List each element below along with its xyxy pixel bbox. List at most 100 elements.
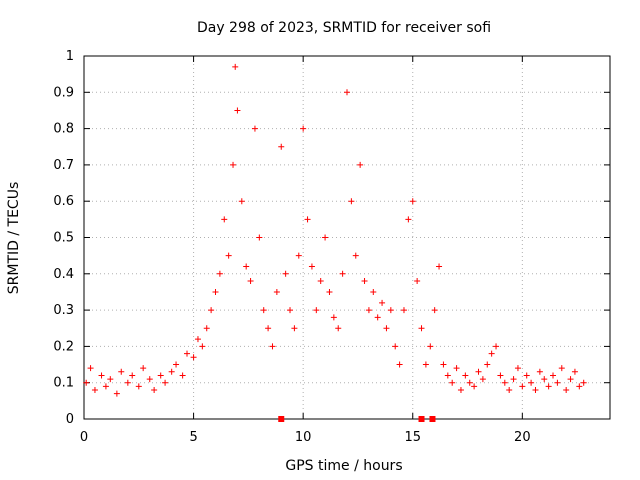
data-point [532, 386, 539, 393]
data-point [387, 307, 394, 314]
data-point [528, 379, 535, 386]
data-point [427, 343, 434, 350]
data-point [221, 216, 228, 223]
x-tick-label: 15 [404, 430, 421, 445]
data-point [414, 278, 421, 285]
data-point [457, 386, 464, 393]
y-tick-label: 0.7 [53, 158, 74, 173]
data-point [466, 379, 473, 386]
data-point [431, 307, 438, 314]
gap-marker [278, 416, 285, 422]
data-point [383, 325, 390, 332]
data-point [300, 125, 307, 132]
data-point [184, 350, 191, 357]
data-point [550, 372, 557, 379]
data-point [151, 386, 158, 393]
x-tick-label: 10 [295, 430, 312, 445]
data-point [554, 379, 561, 386]
gap-markers [278, 416, 436, 422]
data-point [179, 372, 186, 379]
data-point [370, 288, 377, 295]
data-point [118, 368, 125, 375]
data-point [225, 252, 232, 259]
chart-title: Day 298 of 2023, SRMTID for receiver sof… [197, 20, 491, 36]
data-point [339, 270, 346, 277]
data-point [157, 372, 164, 379]
y-axis-label: SRMTID / TECUs [6, 182, 22, 295]
data-point [162, 379, 169, 386]
data-point [98, 372, 105, 379]
x-tick-label: 5 [189, 430, 197, 445]
data-point [269, 343, 276, 350]
data-point [260, 307, 267, 314]
plot-frame [83, 55, 611, 420]
data-point [545, 383, 552, 390]
data-point [506, 386, 513, 393]
data-point [514, 365, 521, 372]
data-point [91, 386, 98, 393]
data-point [256, 234, 263, 241]
data-point [348, 198, 355, 205]
data-point [135, 383, 142, 390]
data-point [322, 234, 329, 241]
data-point [392, 343, 399, 350]
axis-ticks: 00.10.20.30.40.50.60.70.80.910 5 10 15 20 [53, 49, 610, 445]
y-tick-label: 1 [66, 49, 74, 64]
x-tick-label: 0 [80, 430, 88, 445]
data-point [251, 125, 258, 132]
data-point [212, 288, 219, 295]
data-point [541, 376, 548, 383]
data-point [87, 365, 94, 372]
data-point [510, 376, 517, 383]
y-tick-label: 0.2 [53, 339, 74, 354]
data-point [83, 379, 90, 386]
data-point [308, 263, 315, 270]
data-point [519, 383, 526, 390]
y-tick-label: 0.9 [53, 85, 74, 100]
data-point [352, 252, 359, 259]
data-point [234, 107, 241, 114]
data-point [563, 386, 570, 393]
y-tick-label: 0.6 [53, 194, 74, 209]
gap-marker [418, 416, 425, 422]
y-tick-label: 0.1 [53, 376, 74, 391]
data-point [203, 325, 210, 332]
y-tick-label: 0.8 [53, 122, 74, 137]
data-point [330, 314, 337, 321]
data-point [361, 278, 368, 285]
data-point [326, 288, 333, 295]
data-point [479, 376, 486, 383]
data-point [317, 278, 324, 285]
data-point [567, 376, 574, 383]
x-axis-label: GPS time / hours [285, 458, 402, 474]
data-point [396, 361, 403, 368]
y-tick-label: 0.3 [53, 303, 74, 318]
data-point [576, 383, 583, 390]
grid-lines [84, 56, 610, 419]
data-point [444, 372, 451, 379]
data-point [273, 288, 280, 295]
data-point [140, 365, 147, 372]
data-point [102, 383, 109, 390]
data-point [313, 307, 320, 314]
data-point [230, 161, 237, 168]
data-point [558, 365, 565, 372]
data-point [168, 368, 175, 375]
data-point [501, 379, 508, 386]
data-point [344, 89, 350, 96]
data-point [335, 325, 342, 332]
data-point [449, 379, 456, 386]
data-point [488, 350, 495, 357]
data-point [471, 383, 478, 390]
data-point [208, 307, 215, 314]
data-point [194, 336, 201, 343]
data-point [418, 325, 425, 332]
data-point [374, 314, 381, 321]
data-point [243, 263, 250, 270]
data-point [453, 365, 460, 372]
data-point [247, 278, 254, 285]
data-point [113, 390, 120, 397]
x-tick-label: 20 [514, 430, 531, 445]
data-point [173, 361, 180, 368]
